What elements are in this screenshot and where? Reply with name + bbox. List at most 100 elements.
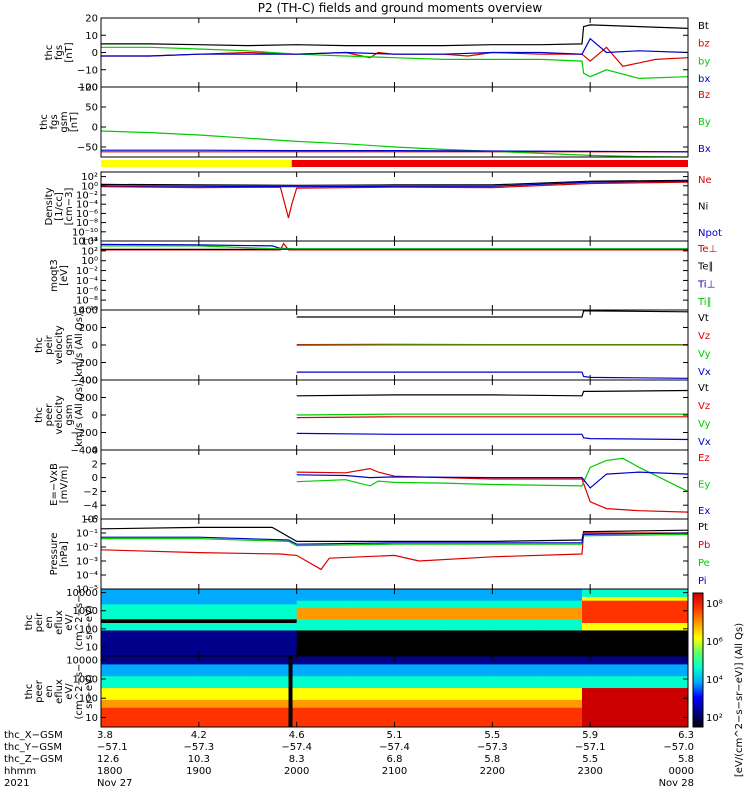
series-line-by: [101, 46, 688, 80]
spectrogram-cell: [101, 679, 151, 685]
spectrogram-cell: [582, 663, 591, 669]
spectrogram-cell: [247, 644, 290, 650]
y-tick-label: 100: [79, 624, 98, 635]
spectrogram-cell: [247, 637, 290, 642]
y-tick-label: 10⁰: [81, 515, 98, 526]
spectrogram-cell: [345, 675, 395, 681]
spectrogram-cell: [288, 589, 298, 594]
y-axis-label: [nT]: [69, 112, 80, 132]
series-line-Ey: [296, 457, 688, 492]
spectrogram-cell: [492, 641, 542, 646]
spectrogram-cell: [639, 652, 689, 657]
legend-entry: Pt: [698, 522, 708, 533]
spectrogram-cell: [149, 603, 200, 609]
y-tick-label: −2: [83, 487, 98, 498]
legend-entry: Vx: [698, 367, 711, 378]
spectrogram-cell: [582, 671, 591, 677]
spectrogram-cell: [149, 699, 200, 704]
footer-value: 5.5: [484, 730, 500, 741]
y-axis-label: gsm: [64, 404, 75, 425]
y-tick-label: 10⁻⁴: [76, 200, 98, 211]
spectrogram-cell: [101, 637, 151, 642]
spectrogram-cell: [198, 707, 249, 712]
spectrogram-cell: [101, 600, 151, 605]
footer-value: 5.9: [582, 730, 598, 741]
spectrogram-cell: [492, 679, 542, 685]
spectrogram-cell: [345, 711, 395, 716]
y-tick-label: 10⁻²: [76, 543, 98, 554]
spectrogram-cell: [101, 607, 151, 612]
spectrogram-cell: [296, 711, 347, 716]
spectrogram-cell: [101, 723, 151, 728]
legend-entry: Te⊥: [697, 244, 717, 255]
y-tick-label: 10⁻¹⁰: [72, 227, 98, 238]
spectrogram-cell: [101, 603, 151, 609]
panel-frame: [100, 379, 689, 451]
spectrogram-cell: [639, 644, 689, 650]
y-tick-label: −400: [71, 376, 98, 387]
spectrogram-cell: [296, 637, 347, 642]
y-tick-label: 50: [85, 103, 98, 114]
spectrogram-cell: [590, 592, 640, 597]
spectrogram-cell: [198, 691, 249, 696]
y-axis-label: [1/cc]: [54, 192, 65, 221]
y-axis-label: fgs: [54, 45, 65, 60]
spectrogram-cell: [582, 711, 591, 716]
spectrogram-cell: [288, 615, 298, 620]
spectrogram-cell: [492, 618, 542, 623]
spectrogram-cell: [288, 687, 298, 692]
spectrogram-cell: [345, 707, 395, 712]
spectrogram-cell: [443, 592, 493, 597]
spectrogram-cell: [247, 687, 290, 692]
y-tick-label: 0: [92, 48, 98, 59]
spectrogram-cell: [345, 644, 395, 650]
spectrogram-cell: [541, 648, 583, 653]
footer-value: 5.8: [484, 754, 500, 765]
legend-entry: Ti⊥: [697, 279, 715, 290]
spectrogram-cell: [443, 683, 493, 689]
y-axis-label: eflux: [54, 679, 65, 704]
spectrogram-cell: [101, 671, 151, 677]
footer-value: 1900: [186, 766, 211, 777]
spectrogram-cell: [101, 663, 151, 669]
spectrogram-cell: [296, 644, 347, 650]
spectrogram-cell: [149, 703, 200, 708]
spectrogram-cell: [639, 683, 689, 689]
legend-entry: Vt: [698, 383, 709, 394]
spectrogram-cell: [247, 711, 290, 716]
spectrogram-cell: [590, 637, 640, 642]
spectrogram-cell: [288, 699, 298, 704]
spectrogram-cell: [296, 715, 347, 720]
spectrogram-cell: [394, 626, 444, 631]
spectrogram-cell: [296, 703, 347, 708]
spectrogram-cell: [149, 711, 200, 716]
spectrogram-cell: [443, 607, 493, 612]
spectrogram-cell: [590, 648, 640, 653]
spectrogram-cell: [101, 683, 151, 689]
spectrogram-cell: [101, 675, 151, 681]
panel-frame: [100, 240, 689, 311]
series-line-bx: [101, 37, 688, 57]
y-tick-label: 10⁻¹: [76, 529, 98, 540]
y-axis-label: km/s (All Qs): [74, 313, 85, 377]
spectrogram-cell: [288, 719, 298, 724]
spectrogram-cell: [639, 715, 689, 720]
spectrogram-cell: [247, 607, 290, 612]
spectrogram-cell: [101, 715, 151, 720]
spectrogram-cell: [296, 663, 347, 669]
spectrogram-cell: [394, 671, 444, 677]
spectrogram-cell: [198, 596, 249, 601]
y-axis-label: [mV/m]: [59, 466, 70, 504]
spectrogram-cell: [582, 589, 591, 594]
y-tick-label: 200: [79, 323, 98, 334]
series-line-Ne: [101, 181, 688, 219]
series-line-Vy: [296, 413, 688, 416]
spectrogram-cell: [345, 687, 395, 692]
spectrogram-cell: [149, 622, 200, 627]
spectrogram-cell: [345, 607, 395, 612]
spectrogram-cell: [582, 715, 591, 720]
spectrogram-cell: [492, 633, 542, 638]
spectrogram-cell: [296, 675, 347, 681]
y-tick-label: 10⁻⁴: [76, 276, 98, 287]
legend-entry: Vt: [698, 313, 709, 324]
